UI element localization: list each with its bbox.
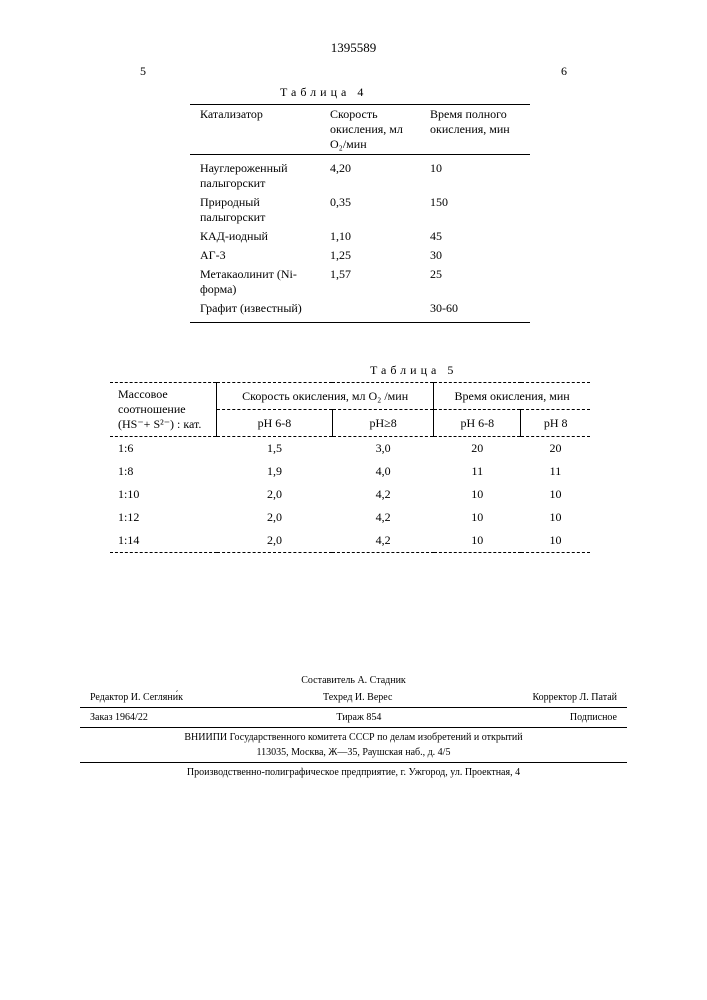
table-row: 1:6 1,5 3,0 20 20 <box>110 437 590 461</box>
footer-tech: Техред И. Верес <box>323 690 392 705</box>
footer: Составитель А. Стадник Редактор И. Сегля… <box>60 673 647 782</box>
table-5: Таблица 5 Массовое соотношение (HS⁻+ S²⁻… <box>110 363 647 553</box>
table-row: 1:14 2,0 4,2 10 10 <box>110 529 590 553</box>
footer-line3: Производственно-полиграфическое предприя… <box>80 763 627 782</box>
footer-tirage: Тираж 854 <box>336 710 381 725</box>
t4-v2: 25 <box>420 265 530 299</box>
t4-name: КАД-иодный <box>190 227 320 246</box>
t4-v1: 1,57 <box>320 265 420 299</box>
page-left: 5 <box>140 64 146 79</box>
footer-sub: Подписное <box>570 710 617 725</box>
t4-v1: 1,10 <box>320 227 420 246</box>
table-row: Метакаолинит (Ni-форма) 1,57 25 <box>190 265 530 299</box>
t4-header-catalyst: Катализатор <box>190 105 320 155</box>
table-row: АГ-3 1,25 30 <box>190 246 530 265</box>
t4-name: Графит (известный) <box>190 299 320 323</box>
t4-name: Науглероженный палыгорскит <box>190 155 320 194</box>
footer-line2: 113035, Москва, Ж—35, Раушская наб., д. … <box>257 747 451 758</box>
page-right: 6 <box>561 64 567 79</box>
t4-v1: 1,25 <box>320 246 420 265</box>
t4-header-time: Время полного окисления, мин <box>420 105 530 155</box>
t5-header-ratio: Массовое соотношение (HS⁻+ S²⁻) : кат. <box>110 383 217 437</box>
table-row: Природный палыгорскит 0,35 150 <box>190 193 530 227</box>
t4-v2: 30 <box>420 246 530 265</box>
doc-number: 1395589 <box>60 40 647 56</box>
t4-name: Природный палыгорскит <box>190 193 320 227</box>
table-row: КАД-иодный 1,10 45 <box>190 227 530 246</box>
t4-v2: 30-60 <box>420 299 530 323</box>
t4-v2: 150 <box>420 193 530 227</box>
t5-sub-ph8b: pH 8 <box>521 410 590 437</box>
t4-v2: 45 <box>420 227 530 246</box>
t4-header-rate: Скорость окисления, мл O₂/мин <box>320 105 420 155</box>
table-row: 1:10 2,0 4,2 10 10 <box>110 483 590 506</box>
table-4-title: Таблица 4 <box>280 85 647 100</box>
footer-order: Заказ 1964/22 <box>90 710 148 725</box>
table-5-title: Таблица 5 <box>370 363 647 378</box>
table-row: Науглероженный палыгорскит 4,20 10 <box>190 155 530 194</box>
footer-corrector: Корректор Л. Патай <box>532 690 617 705</box>
t4-v1: 0,35 <box>320 193 420 227</box>
page-numbers: 5 6 <box>140 64 567 79</box>
footer-editor: Редактор И. Сегляни́к <box>90 690 183 705</box>
t5-sub-ph8a: pH≥8 <box>332 410 433 437</box>
t5-header-rate: Скорость окисления, мл O₂ /мин <box>217 383 434 410</box>
footer-line1: ВНИИПИ Государственного комитета СССР по… <box>184 732 522 743</box>
table-row: Графит (известный) 30-60 <box>190 299 530 323</box>
t4-name: АГ-3 <box>190 246 320 265</box>
t4-v1: 4,20 <box>320 155 420 194</box>
t4-v2: 10 <box>420 155 530 194</box>
t5-sub-ph68a: pH 6-8 <box>217 410 333 437</box>
table-row: 1:12 2,0 4,2 10 10 <box>110 506 590 529</box>
table-4: Таблица 4 Катализатор Скорость окисления… <box>190 85 647 323</box>
t4-name: Метакаолинит (Ni-форма) <box>190 265 320 299</box>
t5-sub-ph68b: pH 6-8 <box>434 410 521 437</box>
t5-header-time: Время окисления, мин <box>434 383 590 410</box>
table-row: 1:8 1,9 4,0 11 11 <box>110 460 590 483</box>
t4-v1 <box>320 299 420 323</box>
footer-compiler: Составитель А. Стадник <box>60 673 647 688</box>
